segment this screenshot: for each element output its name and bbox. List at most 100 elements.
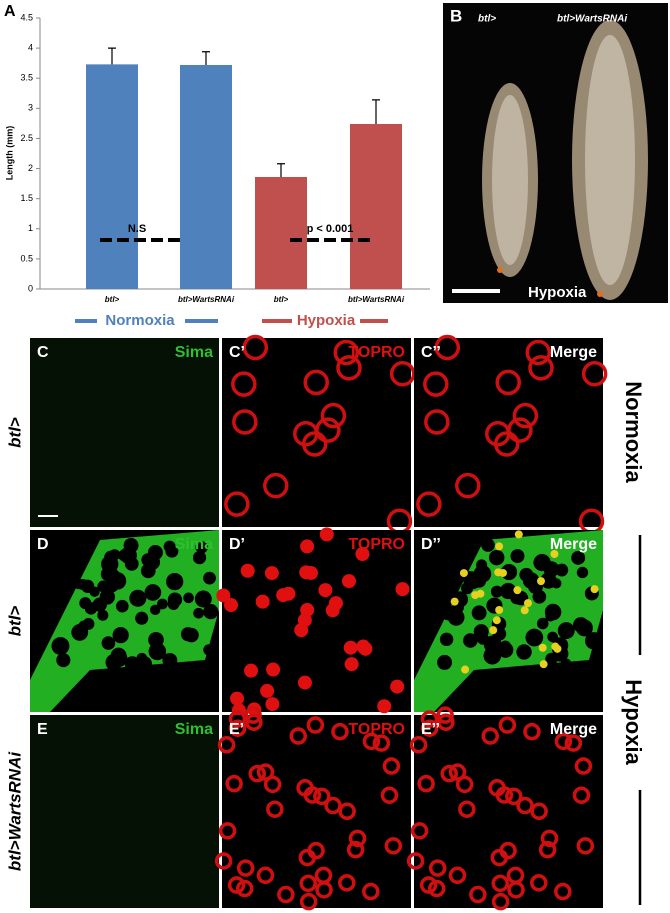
vacuole [473,624,489,640]
nucleus [551,642,560,651]
vacuole [51,637,70,655]
vacuole [519,567,534,582]
vacuole [77,579,89,590]
condition-label: Normoxia [621,381,646,483]
micrograph [216,527,411,718]
vacuole [101,636,116,650]
panel-label: C’ [229,344,245,361]
nucleus [384,837,403,855]
vacuole [573,617,589,633]
vacuole [203,603,219,620]
vacuole [557,622,575,640]
nucleus [523,599,532,608]
nucleus [448,866,467,885]
row-label: btl> [5,417,24,448]
x-tick-label: btl> [105,295,120,304]
vacuole [123,537,139,553]
nucleus [318,583,333,598]
y-tick-label: 2.5 [20,133,33,143]
error-bar [108,47,116,65]
nucleus [538,643,547,652]
y-axis-label: Length (mm) [4,126,14,181]
nucleus [406,852,425,870]
nucleus [356,639,371,654]
nucleus [224,491,250,517]
nucleus [424,409,450,435]
vacuole [203,571,216,585]
nucleus [217,736,236,754]
nucleus [300,539,315,554]
nucleus [306,716,325,734]
nucleus [495,369,521,396]
group-label: Hypoxia [297,312,356,329]
error-bar [372,99,380,124]
nucleus [228,719,247,737]
nucleus [536,577,545,586]
vacuole [481,538,495,552]
nucleus [260,683,275,698]
bar [86,64,138,289]
channel-label: Merge [550,536,597,553]
nucleus [336,355,362,381]
nucleus [343,640,358,655]
nucleus [516,796,534,815]
nucleus [550,549,559,558]
nucleus [225,774,243,793]
nucleus [315,417,341,443]
nucleus [469,885,487,904]
nucleus [489,626,498,635]
vacuole [488,549,505,566]
image-bg [30,338,219,527]
panel-label: C’’ [421,344,441,361]
y-tick-label: 1 [28,223,33,233]
vacuole [167,598,180,610]
micrograph [414,530,603,712]
vacuole [540,572,557,589]
nucleus [540,829,559,848]
vacuole [545,611,556,622]
nucleus [362,732,381,751]
nucleus [348,829,367,848]
nucleus [590,585,599,594]
nucleus [362,882,380,901]
vacuole [447,609,465,626]
vacuole [144,584,162,601]
nucleus [514,530,523,539]
vacuole [183,592,194,604]
vacuole [560,658,572,670]
nucleus [256,866,275,885]
vacuole [483,635,502,654]
annotation: p < 0.001 [307,223,354,235]
nucleus [319,527,334,542]
channel-label: Sima [175,536,213,553]
nucleus [276,588,291,603]
vacuole [585,632,603,650]
nucleus [448,763,467,781]
row-label: btl> [5,606,24,637]
image-bg [30,715,219,908]
nucleus [277,885,295,904]
vacuole [536,617,549,630]
nucleus [564,734,583,752]
nucleus [224,598,239,613]
vacuole [510,591,524,605]
nucleus [437,713,455,731]
nucleus [513,586,522,595]
vacuole [163,540,176,553]
x-tick-label: btl> [274,295,289,304]
micrograph [30,338,219,527]
nucleus [263,472,289,499]
nucleus [395,582,410,597]
nucleus [344,657,359,672]
panel-label: E [37,721,48,738]
channel-label: Merge [550,344,597,361]
vacuole [461,582,474,595]
nucleus [299,874,317,893]
nucleus [230,691,245,706]
nucleus [297,675,312,690]
vacuole [194,590,212,608]
y-tick-label: 4 [28,42,33,52]
nucleus [455,775,474,794]
nucleus [539,660,548,669]
